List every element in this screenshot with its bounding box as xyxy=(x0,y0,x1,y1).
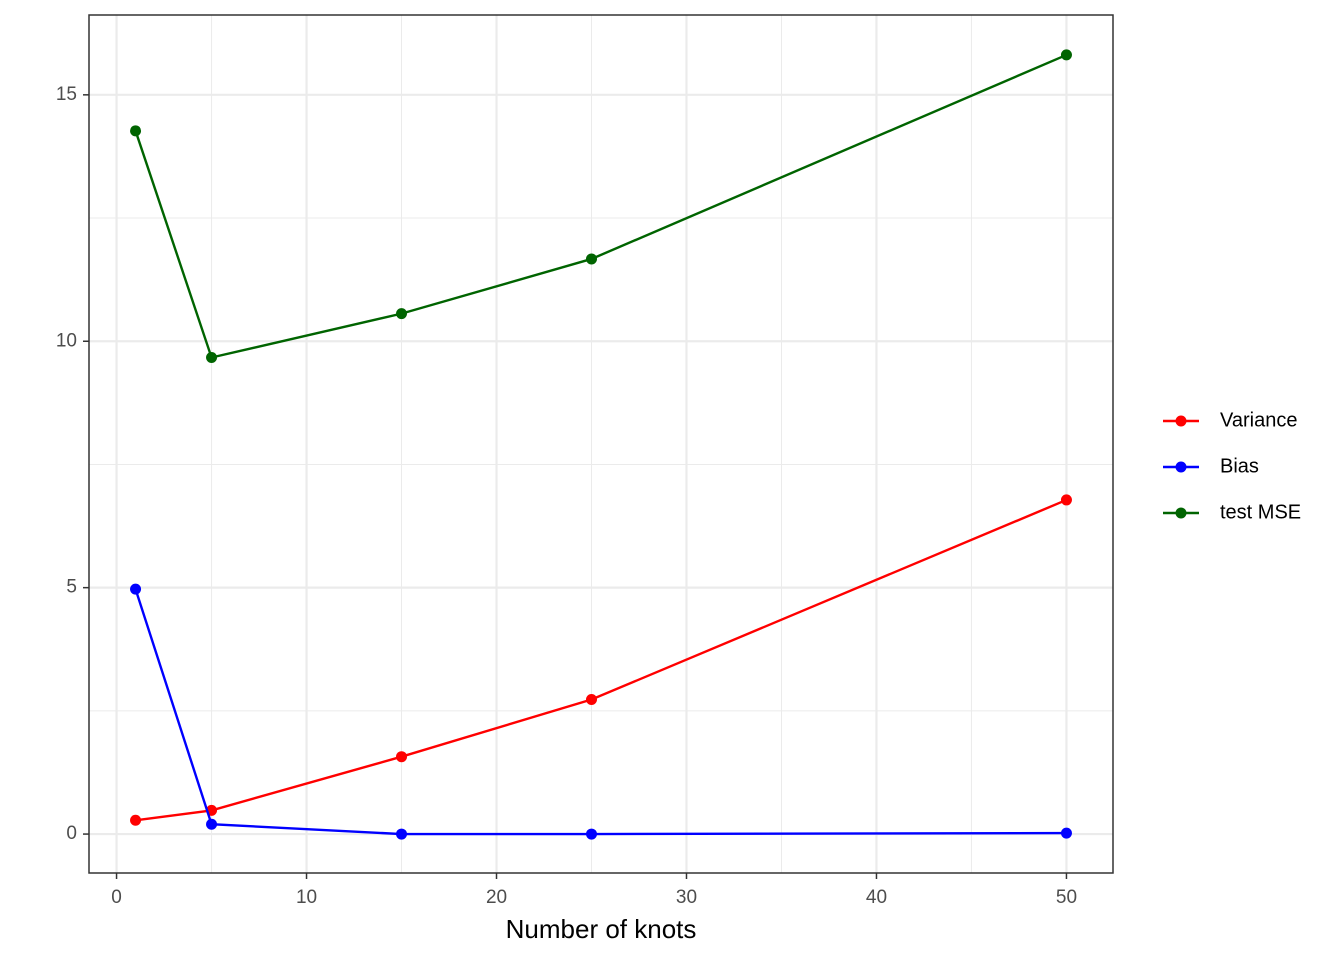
series-line xyxy=(134,53,1067,359)
series-line xyxy=(135,498,1067,822)
data-point xyxy=(130,125,142,137)
legend-label: Variance xyxy=(1220,409,1297,431)
x-tick-label: 30 xyxy=(676,887,697,908)
x-tick-label: 20 xyxy=(486,887,507,908)
y-tick-label: 0 xyxy=(66,823,77,844)
x-tick-label: 0 xyxy=(111,887,122,908)
series-line xyxy=(134,588,1067,836)
data-point xyxy=(396,751,408,763)
data-point xyxy=(586,828,598,840)
data-point xyxy=(206,352,218,364)
y-tick-label: 5 xyxy=(66,577,77,598)
data-point xyxy=(586,694,598,706)
data-point xyxy=(130,814,142,826)
x-tick-label: 10 xyxy=(296,887,317,908)
data-point xyxy=(586,253,598,265)
legend-marker xyxy=(1175,461,1187,473)
data-point xyxy=(396,828,408,840)
y-tick-label: 10 xyxy=(56,330,77,351)
data-point xyxy=(206,818,218,830)
legend-marker xyxy=(1175,507,1187,519)
legend-marker xyxy=(1175,415,1187,427)
data-point xyxy=(1060,827,1072,839)
x-tick-label: 50 xyxy=(1056,887,1077,908)
data-point xyxy=(1060,49,1072,61)
panel-border xyxy=(88,14,1114,874)
x-tick-label: 40 xyxy=(866,887,887,908)
legend-label: Bias xyxy=(1220,455,1259,477)
x-axis-title: Number of knots xyxy=(506,914,697,944)
data-point xyxy=(396,308,408,320)
legend-label: test MSE xyxy=(1220,501,1301,523)
y-tick-label: 15 xyxy=(56,84,77,105)
data-point xyxy=(130,583,142,595)
data-point xyxy=(1060,494,1072,506)
